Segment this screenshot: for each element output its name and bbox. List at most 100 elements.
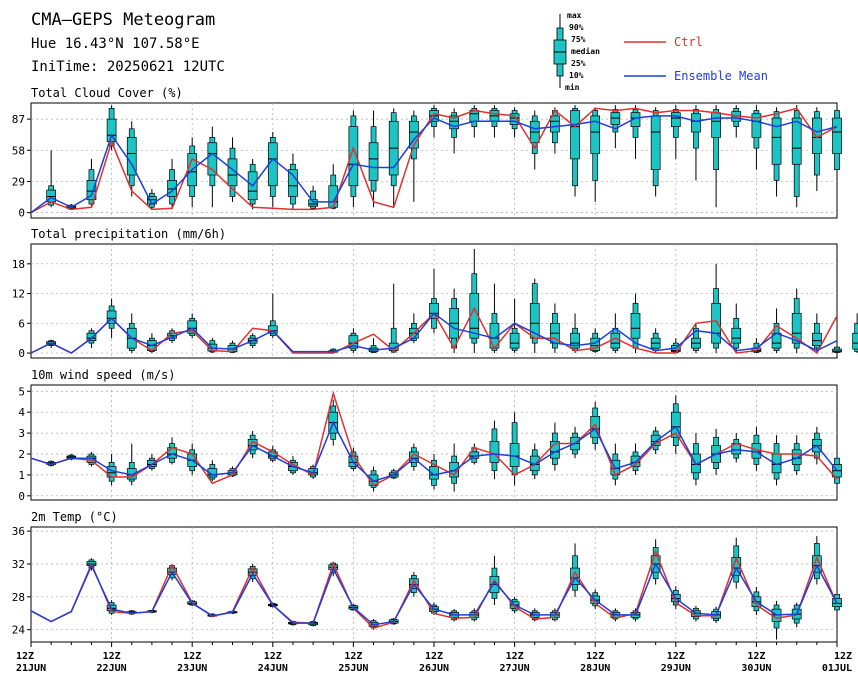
x-tick-date: 29JUN [661,663,691,674]
ensemble-box [791,288,802,354]
x-tick-hour: 12Z [586,651,604,662]
legend-label-p10: 10% [569,71,584,80]
ensemble-box [630,105,641,159]
box-p25-p75 [207,468,218,478]
box-p25-p75 [711,303,721,344]
legend-label-median: median [571,46,600,56]
ctrl-line [30,549,838,629]
box-p25-p75 [368,142,379,181]
location-label: Hue 16.43°N 107.58°E [31,36,200,52]
y-tick-label: 29 [12,175,25,188]
ensemble-box [670,395,681,454]
ensemble-box [791,105,802,208]
ensemble-box [731,303,742,354]
legend-label-p90: 90% [569,23,584,32]
box-p25-p75 [449,115,459,130]
box-p25-p75 [670,411,681,438]
ensemble-box [731,433,742,463]
y-tick-label: 0 [18,207,25,220]
init-time-label: IniTime: 20250621 12UTC [31,59,225,75]
y-tick-label: 2 [18,448,25,461]
ensemble-box [449,108,459,154]
ensemble-box [610,105,621,149]
y-tick-label: 5 [18,385,25,398]
ctrl-line [30,107,838,214]
ensemble-box [832,345,842,354]
ensemble-box [550,303,560,354]
ensemble-mean-line [30,312,838,354]
ensemble-box [670,105,681,159]
ensemble-box [731,537,742,589]
box-p25-p75 [167,180,177,197]
plot-frame [30,526,838,643]
x-axis: 12Z21JUN12Z22JUN12Z23JUN12Z24JUN12Z25JUN… [16,642,852,674]
box-p25-p75 [610,112,621,125]
x-tick-date: 30JUN [741,663,771,674]
y-tick-label: 58 [12,144,25,157]
legend-label-min: min [565,82,580,92]
panel-1: Total precipitation (mm/6h) 0 6 12 18 [12,227,858,360]
ensemble-box [247,431,258,459]
ensemble-box [348,328,359,354]
box-p25-p75 [429,303,439,319]
box-p25-p75 [509,113,520,125]
y-tick-label: 6 [18,317,25,330]
x-tick-hour: 12Z [16,651,34,662]
ensemble-box [509,298,520,354]
y-tick-label: 0 [18,490,25,503]
ensemble-box [590,107,601,202]
box-p25-p75 [106,118,117,143]
y-tick-label: 36 [12,525,25,538]
legend-label-p75: 75% [571,35,586,44]
ensemble-mean-line [30,562,838,626]
panel-title: 2m Temp (°C) [31,510,118,524]
panel-title: 10m wind speed (m/s) [31,368,176,382]
y-tick-label: 0 [18,347,25,360]
x-tick-date: 21JUN [16,663,46,674]
x-tick-date: 25JUN [338,663,368,674]
box-p25-p75 [86,332,97,342]
legend-label-p25: 25% [571,59,586,68]
box-p25-p75 [590,416,601,438]
ensemble-box [791,435,802,475]
box-p25-p75 [429,466,439,480]
x-tick-date: 27JUN [500,663,530,674]
x-tick-hour: 12Z [425,651,443,662]
box-p25-p75 [570,110,580,160]
x-tick-hour: 12Z [834,651,852,662]
box-p10-p90 [390,327,397,353]
ensemble-box [832,590,842,614]
ensemble-box [126,121,137,197]
y-tick-label: 1 [18,469,25,482]
box-p25-p75 [288,169,298,197]
box-p25-p75 [187,320,198,334]
ensemble-box [650,107,661,197]
box-p25-p75 [791,313,802,344]
box-p25-p75 [670,112,681,127]
x-tick-date: 28JUN [580,663,610,674]
panel-3: 2m Temp (°C) 24 28 32 36 [12,510,842,643]
y-tick-label: 3 [18,427,25,440]
ensemble-box [529,278,540,354]
box-p25-p75 [771,117,782,165]
ensemble-box [550,422,560,471]
x-tick-hour: 12Z [183,651,201,662]
ensemble-box [529,110,540,170]
ensemble-box [852,313,858,354]
ensemble-box [691,105,701,181]
x-tick-date: 26JUN [419,663,449,674]
x-tick-hour: 12Z [747,651,765,662]
ensemble-box [751,105,762,170]
ensemble-box [388,108,399,208]
ensemble-box [388,283,399,354]
box-p25-p75 [86,180,97,201]
box-p25-p75 [711,112,721,138]
y-tick-label: 32 [12,558,25,571]
box-p25-p75 [570,332,580,349]
box-p25-p75 [207,142,218,176]
x-tick-hour: 12Z [344,651,362,662]
box-p25-p75 [147,459,157,467]
box-p25-p75 [691,113,701,133]
ensemble-box [711,105,721,208]
